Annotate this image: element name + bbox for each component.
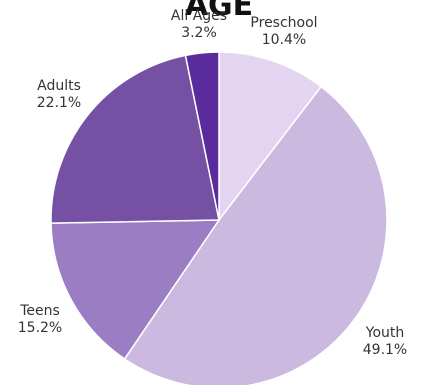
slice-value-adults: 22.1% [37, 95, 81, 111]
pie-slice-teens [50, 219, 221, 360]
slice-value-preschool: 10.4% [262, 32, 306, 48]
pie-slice-preschool [218, 51, 323, 223]
slice-label-youth: Youth [365, 325, 405, 341]
slice-value-youth: 49.1% [363, 342, 407, 358]
pie-slice-all-ages [184, 51, 220, 221]
slice-label-all-ages: All Ages [171, 8, 227, 24]
chart-title: AGE [185, 0, 253, 23]
slice-value-teens: 15.2% [18, 320, 62, 336]
pie-slice-youth [123, 85, 388, 385]
slice-label-preschool: Preschool [250, 15, 317, 31]
slice-label-teens: Teens [19, 303, 60, 319]
pie-slices [50, 51, 388, 385]
slice-label-adults: Adults [37, 78, 81, 94]
pie-slice-adults [50, 54, 220, 224]
slice-value-all-ages: 3.2% [181, 25, 217, 41]
